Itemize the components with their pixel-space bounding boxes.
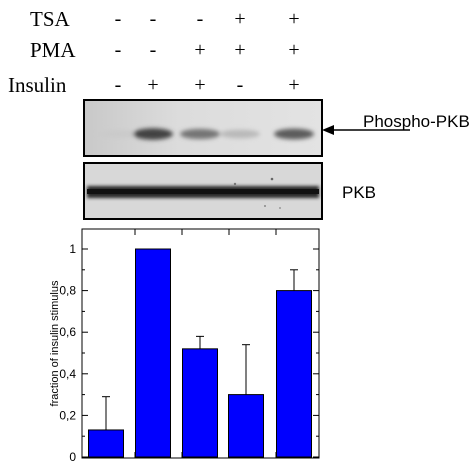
- treatment-sign: +: [288, 8, 300, 30]
- y-tick-label: 0,2: [59, 408, 76, 422]
- y-tick-label: 0,8: [59, 284, 76, 298]
- y-tick-label: 0,4: [59, 367, 76, 381]
- bar: [228, 394, 264, 458]
- treatment-sign: -: [114, 39, 122, 61]
- treatment-sign: -: [149, 39, 157, 61]
- treatment-sign: +: [194, 74, 206, 96]
- treatment-label-tsa: TSA: [30, 7, 70, 31]
- treatment-sign: +: [194, 39, 206, 61]
- treatment-sign: -: [149, 8, 157, 30]
- y-tick-label: 0,6: [59, 325, 76, 339]
- phospho-band: [220, 129, 260, 139]
- phospho-pkb-label: Phospho-PKB: [363, 112, 470, 131]
- bar: [135, 248, 171, 458]
- y-axis-label: fraction of insulin stimulus: [49, 280, 61, 406]
- treatment-sign: -: [114, 74, 122, 96]
- phospho-band: [180, 128, 220, 140]
- bar: [276, 290, 312, 458]
- y-tick-label: 1: [69, 242, 76, 256]
- treatment-sign: +: [147, 74, 159, 96]
- pkb-label: PKB: [342, 183, 377, 202]
- treatment-label-insulin: Insulin: [8, 73, 67, 97]
- treatment-sign: +: [288, 74, 300, 96]
- bar: [88, 429, 124, 458]
- phospho-band: [133, 128, 173, 140]
- treatment-sign: -: [196, 8, 204, 30]
- treatment-sign: -: [236, 74, 244, 96]
- treatment-sign: +: [234, 8, 246, 30]
- phospho-pkb-arrow: [322, 125, 410, 135]
- phospho-pkb-blot-image: [85, 101, 321, 155]
- phospho-band: [98, 129, 138, 139]
- plot-frame: [81, 228, 320, 459]
- pkb-blot: [83, 162, 323, 220]
- treatment-sign: -: [114, 8, 122, 30]
- treatment-sign: +: [288, 39, 300, 61]
- y-tick-label: 0: [69, 450, 76, 464]
- treatment-sign: +: [234, 39, 246, 61]
- bar: [182, 348, 218, 458]
- phospho-band: [274, 128, 314, 140]
- treatment-label-pma: PMA: [30, 38, 76, 62]
- pkb-blot-image: [85, 164, 321, 218]
- phospho-pkb-blot: [83, 99, 323, 157]
